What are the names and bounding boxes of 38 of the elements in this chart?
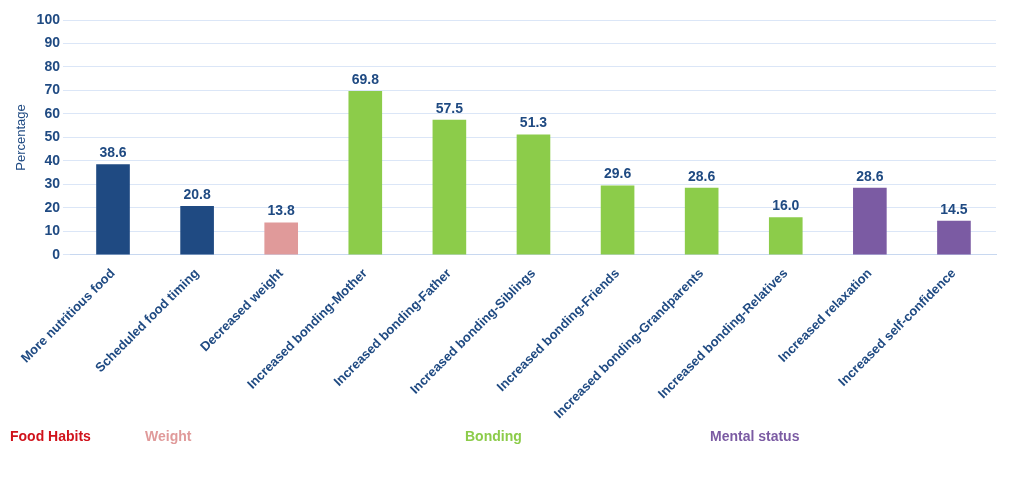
y-tick-label: 10 xyxy=(44,222,61,239)
bar xyxy=(264,222,299,255)
bar xyxy=(432,119,467,255)
y-tick-label: 80 xyxy=(44,57,61,74)
bar xyxy=(768,217,803,255)
y-tick-label: 90 xyxy=(44,34,61,51)
bar xyxy=(516,134,551,255)
y-axis-title: Percentage xyxy=(13,104,29,171)
y-tick-label: 70 xyxy=(44,81,61,98)
bar xyxy=(180,206,214,255)
bar xyxy=(96,164,130,255)
bar xyxy=(600,185,635,255)
y-tick-label: 100 xyxy=(36,10,61,27)
data-label: 13.8 xyxy=(267,202,296,219)
data-label: 38.6 xyxy=(99,144,127,161)
bar xyxy=(684,187,719,255)
data-label: 69.8 xyxy=(351,70,380,87)
y-tick-label: 40 xyxy=(44,151,61,168)
data-label: 28.6 xyxy=(856,167,884,184)
y-tick-label: 0 xyxy=(52,245,61,262)
text: Bonding xyxy=(465,428,522,444)
text: Mental status xyxy=(710,428,800,444)
bar xyxy=(937,220,971,255)
y-tick-label: 60 xyxy=(44,104,61,121)
bar xyxy=(853,187,887,255)
text: Food Habits xyxy=(10,428,91,444)
text: Weight xyxy=(145,428,192,444)
y-tick-label: 30 xyxy=(44,175,61,192)
data-label: 28.6 xyxy=(688,167,716,184)
data-label: 29.6 xyxy=(603,165,632,182)
data-label: 51.3 xyxy=(519,114,548,131)
y-tick-label: 50 xyxy=(44,128,61,145)
y-tick-label: 20 xyxy=(44,198,61,215)
data-label: 20.8 xyxy=(183,185,211,202)
bar xyxy=(348,90,383,255)
data-label: 14.5 xyxy=(940,200,968,217)
data-label: 57.5 xyxy=(435,99,464,116)
data-label: 16.0 xyxy=(772,197,800,214)
